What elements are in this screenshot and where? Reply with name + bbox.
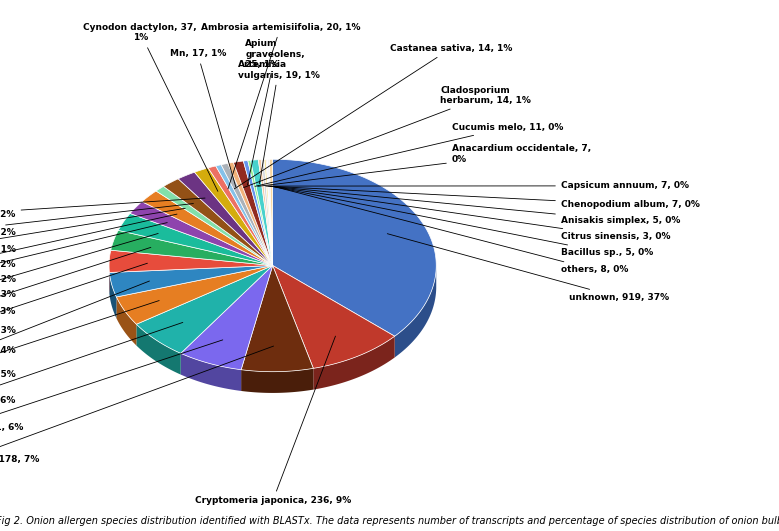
Text: Anacardium occidentale, 7,
0%: Anacardium occidentale, 7, 0% xyxy=(258,144,591,186)
Polygon shape xyxy=(116,297,136,346)
Text: NADP(+), 94, 4%: NADP(+), 94, 4% xyxy=(0,281,150,355)
Text: others, 8, 0%: others, 8, 0% xyxy=(274,186,628,274)
Polygon shape xyxy=(118,213,273,266)
Text: Capsicum annuum, 7, 0%: Capsicum annuum, 7, 0% xyxy=(266,182,689,190)
Polygon shape xyxy=(181,266,273,370)
Text: Alternaria alternata, 84, 3%: Alternaria alternata, 84, 3% xyxy=(0,263,147,335)
Polygon shape xyxy=(216,165,273,266)
Text: Actinidia deliciosa, 70, 3%: Actinidia deliciosa, 70, 3% xyxy=(0,234,158,299)
Text: Cladosporium
herbarum, 14, 1%: Cladosporium herbarum, 14, 1% xyxy=(244,86,531,187)
Polygon shape xyxy=(395,266,436,357)
Polygon shape xyxy=(227,162,273,266)
Text: Cynodon dactylon, 37,
1%: Cynodon dactylon, 37, 1% xyxy=(83,23,218,191)
Polygon shape xyxy=(109,266,273,297)
Text: Anisakis simplex, 5, 0%: Anisakis simplex, 5, 0% xyxy=(270,186,680,225)
Polygon shape xyxy=(266,159,273,266)
Polygon shape xyxy=(243,160,273,266)
Polygon shape xyxy=(111,230,273,266)
Polygon shape xyxy=(261,159,273,266)
Text: Hesperocyparis arizonica, 53, 2%: Hesperocyparis arizonica, 53, 2% xyxy=(0,222,167,284)
Polygon shape xyxy=(130,202,273,266)
Text: unknown, 919, 37%: unknown, 919, 37% xyxy=(387,234,669,302)
Text: Aspergillus fumigatus, 46, 2%: Aspergillus fumigatus, 46, 2% xyxy=(0,203,193,237)
Text: Chamaecyparis obtusa, 114, 5%: Chamaecyparis obtusa, 114, 5% xyxy=(0,301,159,379)
Text: Citrus sinensis, 3, 0%: Citrus sinensis, 3, 0% xyxy=(271,186,671,241)
Polygon shape xyxy=(259,159,273,266)
Polygon shape xyxy=(251,160,273,266)
Polygon shape xyxy=(136,266,273,353)
Text: Artemisia
vulgaris, 19, 1%: Artemisia vulgaris, 19, 1% xyxy=(238,60,319,184)
Text: Mn, 17, 1%: Mn, 17, 1% xyxy=(170,49,236,187)
Text: Aspergillus niger, 47, 2%: Aspergillus niger, 47, 2% xyxy=(0,198,205,219)
Polygon shape xyxy=(270,159,273,266)
Polygon shape xyxy=(234,161,273,266)
Polygon shape xyxy=(241,369,313,393)
Polygon shape xyxy=(136,324,181,374)
Text: Corylus avellana, 161, 6%: Corylus avellana, 161, 6% xyxy=(0,340,223,432)
Text: Cupressus sempervirens, 25, 1%: Cupressus sempervirens, 25, 1% xyxy=(0,208,185,254)
Text: Fig 2. Onion allergen species distribution identified with BLASTx. The data repr: Fig 2. Onion allergen species distributi… xyxy=(0,516,779,526)
Text: Cryptomeria japonica, 236, 9%: Cryptomeria japonica, 236, 9% xyxy=(195,336,351,506)
Polygon shape xyxy=(116,266,273,324)
Text: Cucumis melo, 11, 0%: Cucumis melo, 11, 0% xyxy=(255,123,563,186)
Polygon shape xyxy=(164,179,273,266)
Text: Ambrosia artemisiifolia, 20, 1%: Ambrosia artemisiifolia, 20, 1% xyxy=(201,23,360,189)
Text: Bacillus sp., 5, 0%: Bacillus sp., 5, 0% xyxy=(272,186,653,257)
Polygon shape xyxy=(109,272,116,318)
Polygon shape xyxy=(156,186,273,266)
Text: Chenopodium album, 7, 0%: Chenopodium album, 7, 0% xyxy=(268,186,700,209)
Polygon shape xyxy=(181,353,241,391)
Polygon shape xyxy=(178,172,273,266)
Polygon shape xyxy=(264,159,273,266)
Polygon shape xyxy=(241,266,313,372)
Polygon shape xyxy=(313,336,395,390)
Text: Betula pendula, 155, 6%: Betula pendula, 155, 6% xyxy=(0,322,183,405)
Text: Castanea sativa, 14, 1%: Castanea sativa, 14, 1% xyxy=(234,44,512,189)
Polygon shape xyxy=(142,191,273,266)
Text: Arachis hypogaea, 53, 2%: Arachis hypogaea, 53, 2% xyxy=(0,214,177,269)
Text: Blattella germanica, 178, 7%: Blattella germanica, 178, 7% xyxy=(0,346,273,464)
Text: Apium
graveolens,
25, 1%: Apium graveolens, 25, 1% xyxy=(245,39,305,185)
Polygon shape xyxy=(195,168,273,266)
Polygon shape xyxy=(221,164,273,266)
Polygon shape xyxy=(273,266,395,369)
Polygon shape xyxy=(109,250,273,272)
Polygon shape xyxy=(267,159,273,266)
Polygon shape xyxy=(248,160,273,266)
Text: Crangon crangon, 77, 3%: Crangon crangon, 77, 3% xyxy=(0,247,151,316)
Polygon shape xyxy=(273,159,436,336)
Polygon shape xyxy=(208,166,273,266)
